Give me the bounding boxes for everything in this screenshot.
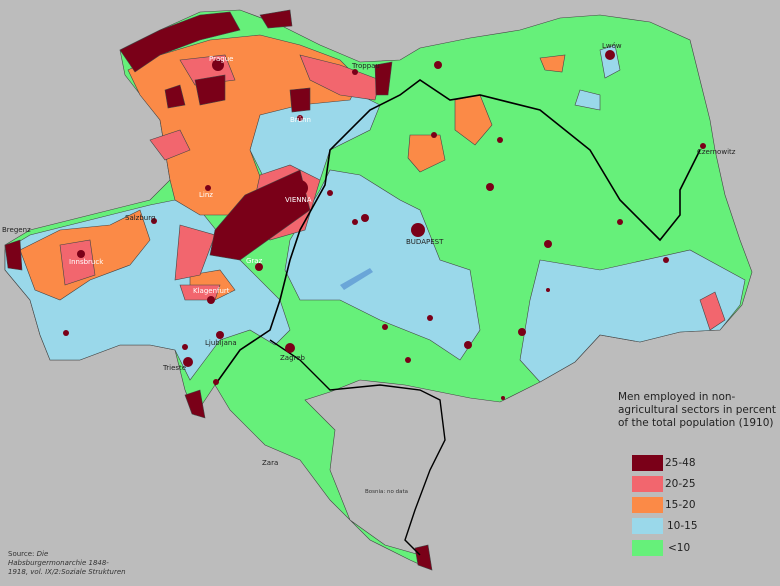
city-dot-budapest [411, 223, 425, 237]
croatia-bosnia-border [269, 339, 446, 556]
city-dot-zagreb [285, 343, 295, 353]
city-label-brunn: Brünn [290, 116, 311, 124]
city-label-vienna: VIENNA [285, 196, 312, 204]
austria-hungary-border [214, 79, 701, 386]
region-10-15-galicia [574, 44, 621, 111]
legend-label: 10-15 [667, 520, 698, 532]
legend-swatch-lt10 [632, 540, 663, 556]
city-label-budapest: BUDAPEST [406, 238, 444, 246]
city-label-innsbruck: Innsbruck [69, 258, 104, 266]
city-dot-vienna [292, 180, 308, 196]
city-label-ljubljana: Ljubljana [205, 339, 237, 347]
city-label-prague: Prague [209, 55, 234, 63]
city-dot-trieste [183, 357, 193, 367]
city-label-bregenz: Bregenz [2, 226, 31, 234]
city-dot-troppau [352, 69, 358, 75]
legend-label: 15-20 [665, 499, 696, 511]
city-dot-ljubljana [216, 331, 224, 339]
region-10-15-banat [519, 249, 746, 383]
city-label-klagenfurt: Klagenfurt [193, 287, 230, 295]
legend-title: Men employed in non-agricultural sectors… [618, 391, 776, 429]
city-dot-prague [212, 59, 224, 71]
source-note: Source: Die Habsburgermonarchie 1848-191… [8, 550, 128, 577]
source-prefix: Source: [8, 550, 37, 558]
legend-label: <10 [668, 542, 691, 554]
city-label-lwow: Lwów [602, 42, 622, 50]
legend-swatch-15-20 [632, 497, 663, 513]
city-dot-klagenfurt [207, 296, 215, 304]
city-label-zara: Zara [262, 459, 279, 467]
legend-label: 25-48 [665, 457, 696, 469]
city-dot-salzburg [151, 218, 157, 224]
city-label-linz: Linz [199, 191, 213, 199]
legend-swatch-10-15 [632, 518, 663, 534]
city-label-troppau: Troppau [352, 62, 380, 70]
region-25-48 [4, 9, 433, 571]
legend-label: 20-25 [665, 478, 696, 490]
region-10-15-hungary-west [284, 169, 481, 361]
city-dot-graz [255, 263, 263, 271]
bosnia-no-data-note: Bosnia: no data [365, 489, 408, 495]
lake-balaton [340, 268, 373, 290]
city-dot-brunn [297, 115, 303, 121]
city-label-zagreb: Zagreb [280, 354, 306, 362]
city-label-czernowitz: Czernowitz [697, 148, 736, 156]
city-dot-linz [205, 185, 211, 191]
city-dot-lwow [605, 50, 615, 60]
city-label-trieste: Trieste [163, 364, 187, 372]
city-dot-czernowitz [700, 143, 706, 149]
legend-swatch-20-25 [632, 476, 663, 492]
city-dots [63, 50, 706, 400]
city-dot-innsbruck [77, 250, 85, 258]
city-label-salzburg: Salzburg [125, 214, 156, 222]
city-label-graz: Graz [246, 257, 263, 265]
source-title: Die Habsburgermonarchie 1848-1918, vol. … [8, 550, 126, 576]
legend-swatch-25-48 [632, 455, 663, 471]
region-15-20-bohemia [127, 34, 361, 216]
